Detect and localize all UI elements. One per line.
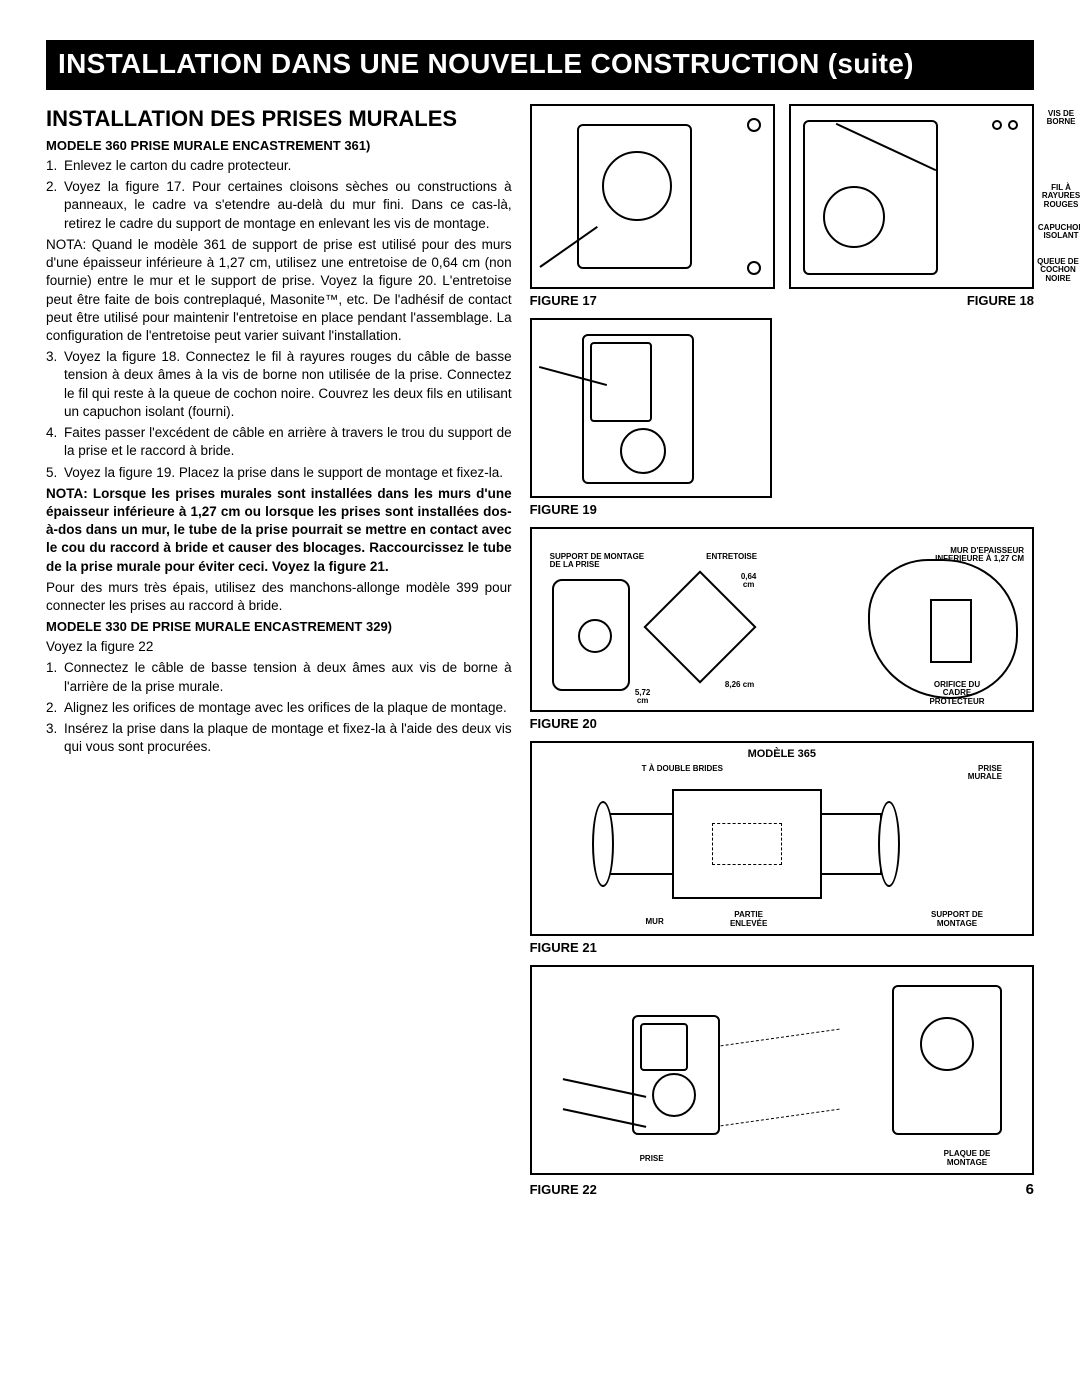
steps-group-c: 1.Connectez le câble de basse tension à … (46, 659, 512, 756)
label-826: 8,26 cm (720, 681, 760, 689)
figure-22-wrap: PRISE PLAQUE DE MONTAGE FIGURE 22 6 (530, 965, 1034, 1198)
label-mur: MUR (640, 918, 670, 926)
figure-19-box (530, 318, 772, 498)
figure-row-19: FIGURE 19 (530, 318, 1034, 517)
figure-18-caption: FIGURE 18 (789, 293, 1034, 308)
label-support-prise: SUPPORT DE MONTAGE DE LA PRISE (550, 553, 660, 570)
list-item: 3.Voyez la figure 18. Connectez le fil à… (46, 348, 512, 421)
figure-row-17-18: FIGURE 17 VIS DE BORNE FIL À RAYURES ROU… (530, 104, 1034, 308)
right-column: FIGURE 17 VIS DE BORNE FIL À RAYURES ROU… (530, 104, 1034, 1198)
list-item: 2.Alignez les orifices de montage avec l… (46, 699, 512, 717)
step-number: 3. (46, 720, 64, 756)
steps-group-a: 1.Enlevez le carton du cadre protecteur.… (46, 157, 512, 233)
step-number: 5. (46, 464, 64, 482)
list-item: 1.Enlevez le carton du cadre protecteur. (46, 157, 512, 175)
label-vis-borne: VIS DE BORNE (1034, 110, 1080, 127)
step-text: Insérez la prise dans la plaque de monta… (64, 720, 512, 756)
label-prise-mur: PRISE MURALE (952, 765, 1002, 782)
label-plaque: PLAQUE DE MONTAGE (932, 1150, 1002, 1167)
figure-21-wrap: MODÈLE 365 T À DOUBLE BRIDES PRISE MURAL… (530, 741, 1034, 955)
step-number: 3. (46, 348, 64, 421)
page-number: 6 (1026, 1181, 1034, 1198)
label-mur-ep: MUR D'EPAISSEUR INFERIEURE À 1,27 CM (914, 547, 1024, 564)
step-text: Connectez le câble de basse tension à de… (64, 659, 512, 695)
figure-22-caption: FIGURE 22 (530, 1182, 597, 1197)
step-text: Voyez la figure 19. Placez la prise dans… (64, 464, 512, 482)
step-number: 2. (46, 699, 64, 717)
figure-22-box: PRISE PLAQUE DE MONTAGE (530, 965, 1034, 1175)
thicker-walls-para: Pour des murs très épais, utilisez des m… (46, 579, 512, 615)
step-text: Faites passer l'excédent de câble en arr… (64, 424, 512, 460)
label-t-double: T À DOUBLE BRIDES (642, 765, 742, 773)
step-number: 1. (46, 659, 64, 695)
list-item: 3.Insérez la prise dans la plaque de mon… (46, 720, 512, 756)
columns: INSTALLATION DES PRISES MURALES MODELE 3… (46, 104, 1034, 1198)
list-item: 4.Faites passer l'excédent de câble en a… (46, 424, 512, 460)
label-064: 0,64 cm (734, 573, 764, 590)
model-330-heading: MODELE 330 DE PRISE MURALE ENCASTREMENT … (46, 619, 512, 634)
steps-group-b: 3.Voyez la figure 18. Connectez le fil à… (46, 348, 512, 482)
label-support-mont: SUPPORT DE MONTAGE (922, 911, 992, 928)
figure-18-box: VIS DE BORNE FIL À RAYURES ROUGES CAPUCH… (789, 104, 1034, 289)
figure-21-box: MODÈLE 365 T À DOUBLE BRIDES PRISE MURAL… (530, 741, 1034, 936)
banner-title: INSTALLATION DANS UNE NOUVELLE CONSTRUCT… (46, 40, 1034, 90)
figure-21-caption: FIGURE 21 (530, 940, 1034, 955)
label-modele365: MODÈLE 365 (532, 749, 1032, 761)
figure-20-box: SUPPORT DE MONTAGE DE LA PRISE ENTRETOIS… (530, 527, 1034, 712)
left-column: INSTALLATION DES PRISES MURALES MODELE 3… (46, 104, 512, 1198)
label-572: 5,72 cm (628, 689, 658, 706)
figure-20-caption: FIGURE 20 (530, 716, 1034, 731)
label-partie: PARTIE ENLEVÉE (724, 911, 774, 928)
label-capuchon: CAPUCHON ISOLANT (1034, 224, 1080, 241)
section-subtitle: INSTALLATION DES PRISES MURALES (46, 106, 512, 132)
label-prise: PRISE (632, 1155, 672, 1163)
step-text: Alignez les orifices de montage avec les… (64, 699, 512, 717)
label-orifice: ORIFICE DU CADRE PROTECTEUR (922, 681, 992, 706)
label-entretoise: ENTRETOISE (702, 553, 762, 561)
nota-1: NOTA: Quand le modèle 361 de support de … (46, 236, 512, 345)
see-figure-22: Voyez la figure 22 (46, 638, 512, 656)
label-fil-rouges: FIL À RAYURES ROUGES (1034, 184, 1080, 209)
step-text: Voyez la figure 17. Pour certaines clois… (64, 178, 512, 233)
step-text: Enlevez le carton du cadre protecteur. (64, 157, 512, 175)
nota-2-bold: NOTA: Lorsque les prises murales sont in… (46, 485, 512, 576)
figure-17-caption: FIGURE 17 (530, 293, 775, 308)
step-number: 4. (46, 424, 64, 460)
model-360-heading: MODELE 360 PRISE MURALE ENCASTREMENT 361… (46, 138, 512, 153)
figure-17-box (530, 104, 775, 289)
list-item: 2.Voyez la figure 17. Pour certaines clo… (46, 178, 512, 233)
figure-19-caption: FIGURE 19 (530, 502, 772, 517)
list-item: 5.Voyez la figure 19. Placez la prise da… (46, 464, 512, 482)
label-queue: QUEUE DE COCHON NOIRE (1028, 258, 1080, 283)
step-number: 1. (46, 157, 64, 175)
figure-20-wrap: SUPPORT DE MONTAGE DE LA PRISE ENTRETOIS… (530, 527, 1034, 731)
step-number: 2. (46, 178, 64, 233)
step-text: Voyez la figure 18. Connectez le fil à r… (64, 348, 512, 421)
list-item: 1.Connectez le câble de basse tension à … (46, 659, 512, 695)
